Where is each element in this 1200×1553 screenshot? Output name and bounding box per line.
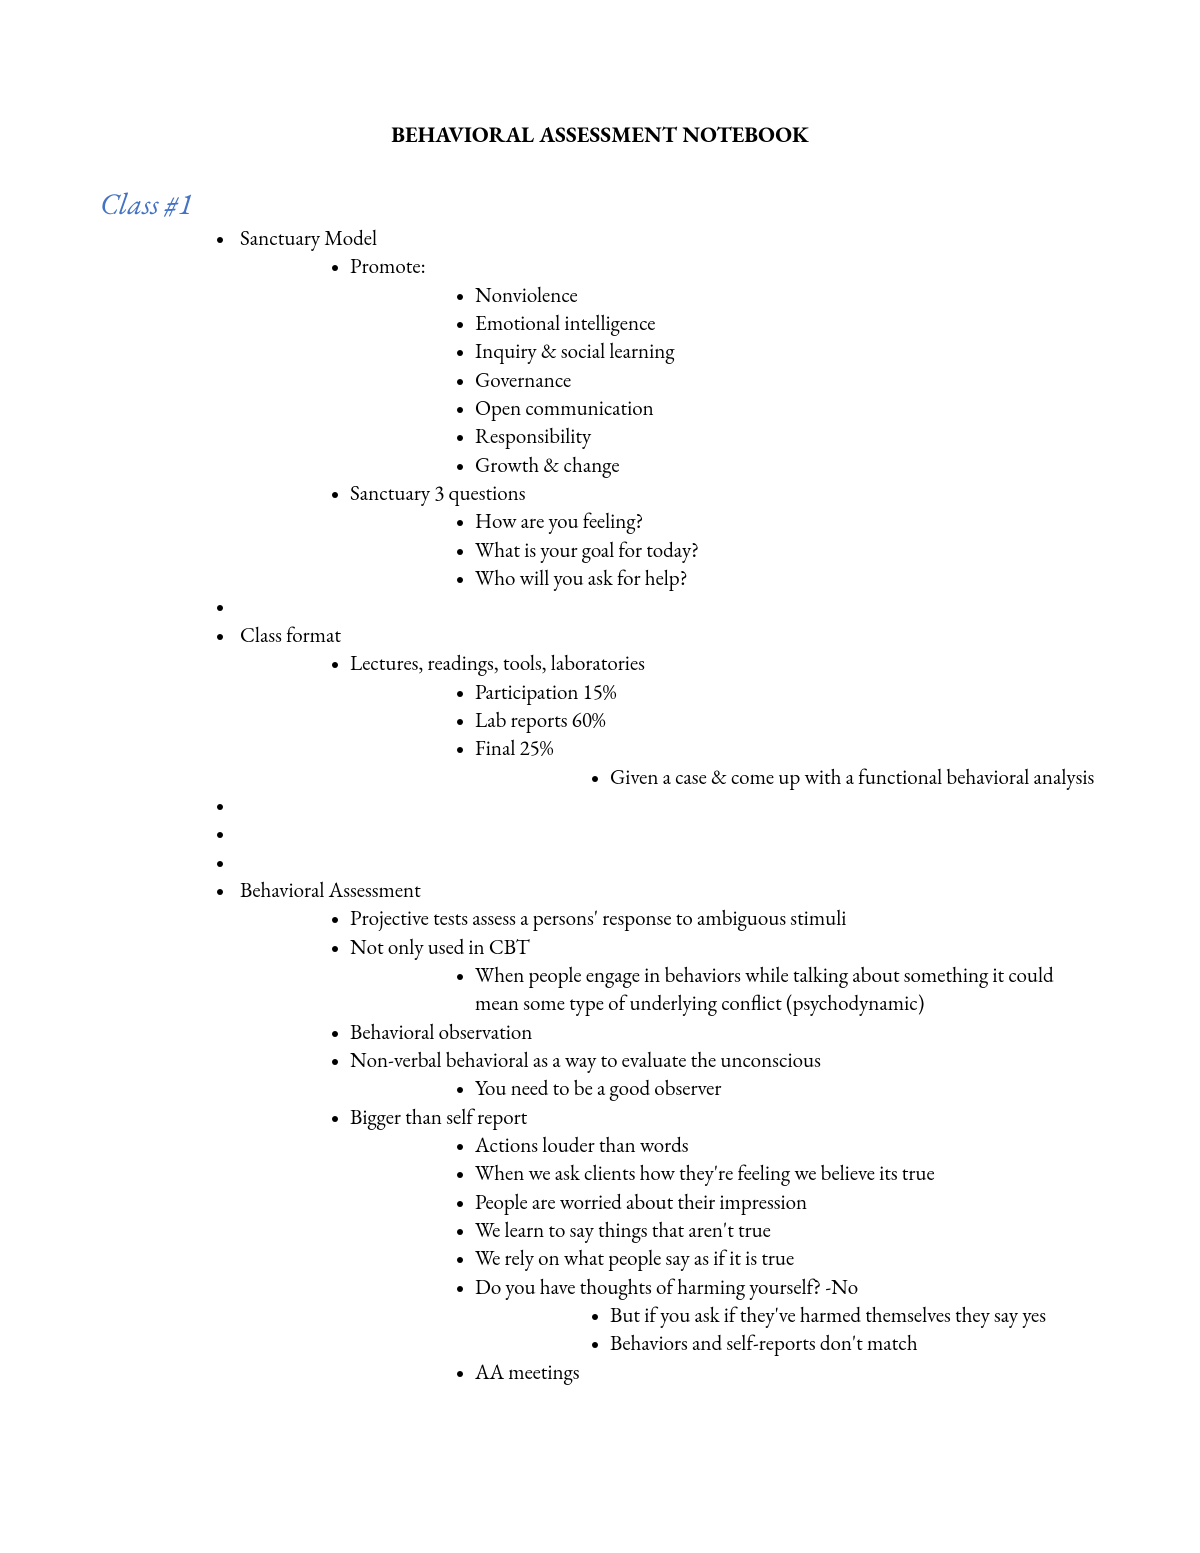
outline-item: Nonviolence	[475, 282, 1100, 310]
outline-item: Growth & change	[475, 452, 1100, 480]
outline-item-text: Behavioral Assessment	[240, 877, 421, 904]
outline-item: Emotional intelligence	[475, 310, 1100, 338]
outline-item: Promote:NonviolenceEmotional intelligenc…	[350, 253, 1100, 480]
outline-item-text: Behavioral observation	[350, 1019, 532, 1046]
outline-level-3: Participation 15%Lab reports 60%Final 25…	[360, 679, 1100, 792]
outline-item: Non-verbal behavioral as a way to evalua…	[350, 1047, 1100, 1104]
outline-item-text: People are worried about their impressio…	[475, 1189, 807, 1216]
outline-item: People are worried about their impressio…	[475, 1189, 1100, 1217]
outline-level-4: But if you ask if they've harmed themsel…	[485, 1302, 1100, 1359]
outline-item-text: Non-verbal behavioral as a way to evalua…	[350, 1047, 821, 1074]
outline-item-text: Class format	[240, 622, 341, 649]
outline-item-text: Behaviors and self-reports don't match	[610, 1330, 918, 1357]
outline-item-text: Bigger than self report	[350, 1104, 527, 1131]
outline-item-text: Sanctuary Model	[240, 225, 377, 252]
outline-item: Sanctuary ModelPromote:NonviolenceEmotio…	[235, 225, 1100, 593]
outline-item: Behavioral AssessmentProjective tests as…	[235, 877, 1100, 1387]
outline-item: Open communication	[475, 395, 1100, 423]
outline-item: We rely on what people say as if it is t…	[475, 1245, 1100, 1273]
outline-item-text: Emotional intelligence	[475, 310, 655, 337]
outline-level-3: Actions louder than wordsWhen we ask cli…	[360, 1132, 1100, 1387]
outline-item-text: Inquiry & social learning	[475, 338, 674, 365]
outline-level-3: NonviolenceEmotional intelligenceInquiry…	[360, 282, 1100, 480]
outline-level-2: Lectures, readings, tools, laboratoriesP…	[250, 650, 1100, 792]
outline-item	[235, 792, 1100, 820]
document-page: BEHAVIORAL ASSESSMENT NOTEBOOK Class #1 …	[0, 0, 1200, 1447]
outline-item	[235, 849, 1100, 877]
outline-item-text: We rely on what people say as if it is t…	[475, 1245, 794, 1272]
outline-list: Sanctuary ModelPromote:NonviolenceEmotio…	[140, 225, 1100, 1387]
outline-item	[235, 820, 1100, 848]
outline-item: Lectures, readings, tools, laboratoriesP…	[350, 650, 1100, 792]
outline-level-3: How are you feeling?What is your goal fo…	[360, 508, 1100, 593]
outline-level-3: You need to be a good observer	[360, 1075, 1100, 1103]
outline-item: Do you have thoughts of harming yourself…	[475, 1274, 1100, 1359]
outline-item-text: Open communication	[475, 395, 654, 422]
outline-item-text: Responsibility	[475, 423, 591, 450]
outline-item: But if you ask if they've harmed themsel…	[610, 1302, 1100, 1330]
outline-item-text: AA meetings	[475, 1359, 580, 1386]
outline-item: How are you feeling?	[475, 508, 1100, 536]
outline-item: Lab reports 60%	[475, 707, 1100, 735]
outline-item: Projective tests assess a persons' respo…	[350, 905, 1100, 933]
outline-item: Given a case & come up with a functional…	[610, 764, 1100, 792]
outline-item: Class format Lectures, readings, tools, l…	[235, 622, 1100, 792]
outline-item-text: Lab reports 60%	[475, 707, 606, 734]
outline-item-text: How are you feeling?	[475, 508, 643, 535]
outline-item: What is your goal for today?	[475, 537, 1100, 565]
outline-item: Behavioral observation	[350, 1019, 1100, 1047]
outline-item-text: Governance	[475, 367, 571, 394]
outline-item: Responsibility	[475, 423, 1100, 451]
outline-item: When we ask clients how they're feeling …	[475, 1160, 1100, 1188]
outline-item: Governance	[475, 367, 1100, 395]
outline-item-text: Actions louder than words	[475, 1132, 689, 1159]
document-title: BEHAVIORAL ASSESSMENT NOTEBOOK	[100, 120, 1100, 149]
outline-item-text: What is your goal for today?	[475, 537, 699, 564]
outline-item: Inquiry & social learning	[475, 338, 1100, 366]
outline-level-2: Projective tests assess a persons' respo…	[250, 905, 1100, 1387]
outline-item-text: Final 25%	[475, 735, 553, 762]
outline-item-text: When we ask clients how they're feeling …	[475, 1160, 935, 1187]
outline-item: Participation 15%	[475, 679, 1100, 707]
outline-item-text: Do you have thoughts of harming yourself…	[475, 1274, 858, 1301]
outline-item	[235, 593, 1100, 621]
outline-item-text: Promote:	[350, 253, 426, 280]
outline-item: Actions louder than words	[475, 1132, 1100, 1160]
outline-level-2: Promote:NonviolenceEmotional intelligenc…	[250, 253, 1100, 593]
outline-item: Who will you ask for help?	[475, 565, 1100, 593]
outline-item-text: Lectures, readings, tools, laboratories	[350, 650, 645, 677]
outline-item: When people engage in behaviors while ta…	[475, 962, 1100, 1019]
outline-item-text: Growth & change	[475, 452, 620, 479]
outline-item-text: When people engage in behaviors while ta…	[475, 962, 1054, 1017]
outline-item: Not only used in CBTWhen people engage i…	[350, 934, 1100, 1019]
outline-item: Behaviors and self-reports don't match	[610, 1330, 1100, 1358]
outline-item-text: Nonviolence	[475, 282, 578, 309]
outline-item-text: Projective tests assess a persons' respo…	[350, 905, 846, 932]
outline-item: You need to be a good observer	[475, 1075, 1100, 1103]
outline-item-text: We learn to say things that aren't true	[475, 1217, 771, 1244]
outline-item: Final 25% Given a case & come up with a f…	[475, 735, 1100, 792]
outline-item-text: Who will you ask for help?	[475, 565, 688, 592]
outline-item-text: You need to be a good observer	[475, 1075, 721, 1102]
outline-item-text: Participation 15%	[475, 679, 616, 706]
outline-item-text: But if you ask if they've harmed themsel…	[610, 1302, 1046, 1329]
outline-level-4: Given a case & come up with a functional…	[485, 764, 1100, 792]
class-heading: Class #1	[100, 184, 1100, 223]
outline-item-text: Not only used in CBT	[350, 934, 530, 961]
outline-level-3: When people engage in behaviors while ta…	[360, 962, 1100, 1019]
outline-item-text: Sanctuary 3 questions	[350, 480, 526, 507]
outline-item-text: Given a case & come up with a functional…	[610, 764, 1094, 791]
outline-item: We learn to say things that aren't true	[475, 1217, 1100, 1245]
outline-item: AA meetings	[475, 1359, 1100, 1387]
outline-item: Sanctuary 3 questionsHow are you feeling…	[350, 480, 1100, 593]
outline-item: Bigger than self reportActions louder th…	[350, 1104, 1100, 1387]
